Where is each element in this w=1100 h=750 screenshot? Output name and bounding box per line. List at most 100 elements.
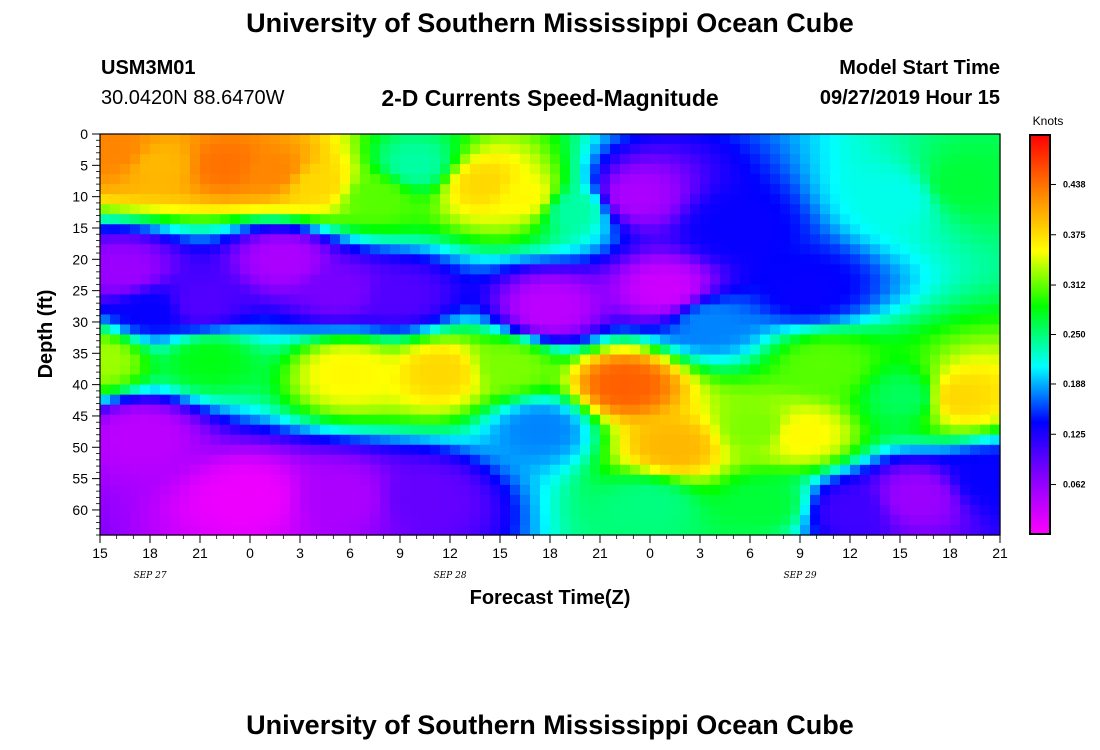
heatmap-cell [140, 454, 151, 466]
heatmap-cell [240, 474, 251, 486]
heatmap-cell [770, 284, 781, 296]
heatmap-cell [840, 344, 851, 356]
heatmap-cell [220, 384, 231, 396]
heatmap-cell [370, 374, 381, 386]
heatmap-cell [960, 434, 971, 446]
heatmap-cell [440, 334, 451, 346]
heatmap-cell [490, 234, 501, 245]
heatmap-cell [670, 234, 681, 245]
heatmap-cell [160, 164, 171, 175]
model-start-value: 09/27/2019 Hour 15 [819, 87, 1000, 109]
heatmap-cell [670, 454, 681, 466]
heatmap-cell [510, 374, 521, 386]
heatmap-cell [490, 404, 501, 416]
heatmap-cell [900, 194, 911, 205]
heatmap-cell [760, 264, 771, 275]
heatmap-cell [150, 484, 161, 496]
heatmap-cell [990, 354, 1001, 366]
heatmap-cell [550, 234, 561, 245]
heatmap-cell [350, 264, 361, 275]
heatmap-cell [580, 334, 591, 346]
heatmap-cell [930, 184, 941, 195]
heatmap-cell [750, 434, 761, 446]
heatmap-cell [540, 494, 551, 506]
heatmap-cell [290, 504, 301, 516]
heatmap-cell [360, 484, 371, 496]
heatmap-cell [260, 494, 271, 506]
heatmap-cell [480, 364, 491, 376]
heatmap-cell [540, 464, 551, 476]
heatmap-cell [970, 444, 981, 456]
heatmap-cell [120, 354, 131, 366]
heatmap-cell [750, 334, 761, 346]
heatmap-cell [700, 254, 711, 265]
heatmap-cell [410, 234, 421, 245]
x-tick-label: 3 [296, 545, 304, 561]
heatmap-cell [300, 194, 311, 205]
heatmap-cell [500, 484, 511, 496]
heatmap-cell [990, 404, 1001, 416]
heatmap-cell [840, 374, 851, 386]
heatmap-cell [660, 464, 671, 476]
heatmap-cell [950, 354, 961, 366]
heatmap-cell [170, 384, 181, 396]
heatmap-cell [340, 294, 351, 306]
heatmap-cell [950, 374, 961, 386]
heatmap-cell [510, 164, 521, 175]
heatmap-cell [400, 354, 411, 366]
heatmap-cell [410, 354, 421, 366]
heatmap-cell [360, 444, 371, 456]
heatmap-cell [930, 194, 941, 205]
heatmap-cell [130, 334, 141, 346]
heatmap-cell [690, 314, 701, 326]
heatmap-cell [140, 164, 151, 175]
heatmap-cell [490, 174, 501, 185]
heatmap-cell [120, 274, 131, 285]
heatmap-cell [150, 524, 161, 536]
heatmap-cell [190, 334, 201, 346]
heatmap-cell [210, 264, 221, 275]
heatmap-cell [290, 154, 301, 165]
heatmap-cell [700, 454, 711, 466]
heatmap-cell [210, 304, 221, 316]
heatmap-cell [420, 144, 431, 155]
heatmap-cell [480, 334, 491, 346]
heatmap-cell [240, 444, 251, 456]
heatmap-cell [630, 514, 641, 526]
heatmap-cell [870, 494, 881, 506]
heatmap-cell [620, 354, 631, 366]
heatmap-cell [970, 254, 981, 265]
heatmap-cell [390, 154, 401, 165]
heatmap-cell [200, 524, 211, 536]
heatmap-cell [630, 234, 641, 245]
heatmap-cell [570, 454, 581, 466]
heatmap-cell [300, 384, 311, 396]
heatmap-cell [260, 484, 271, 496]
heatmap-cell [450, 154, 461, 165]
heatmap-cell [120, 244, 131, 255]
heatmap-cell [950, 444, 961, 456]
heatmap-cell [830, 244, 841, 255]
heatmap-cell [170, 494, 181, 506]
heatmap-cell [270, 404, 281, 416]
heatmap-cell [510, 404, 521, 416]
heatmap-cell [310, 284, 321, 296]
heatmap-cell [630, 484, 641, 496]
heatmap-cell [820, 444, 831, 456]
heatmap-cell [700, 374, 711, 386]
heatmap-cell [610, 334, 621, 346]
heatmap-cell [190, 314, 201, 326]
heatmap-cell [370, 334, 381, 346]
heatmap-cell [670, 344, 681, 356]
heatmap-cell [470, 324, 481, 336]
heatmap-cell [550, 214, 561, 225]
heatmap-cell [820, 134, 831, 145]
heatmap-cell [170, 144, 181, 155]
heatmap-cell [560, 324, 571, 336]
heatmap-cell [730, 244, 741, 255]
heatmap-cell [460, 164, 471, 175]
heatmap-cell [870, 264, 881, 275]
heatmap-cell [860, 424, 871, 436]
heatmap-cell [340, 194, 351, 205]
heatmap-cell [720, 494, 731, 506]
